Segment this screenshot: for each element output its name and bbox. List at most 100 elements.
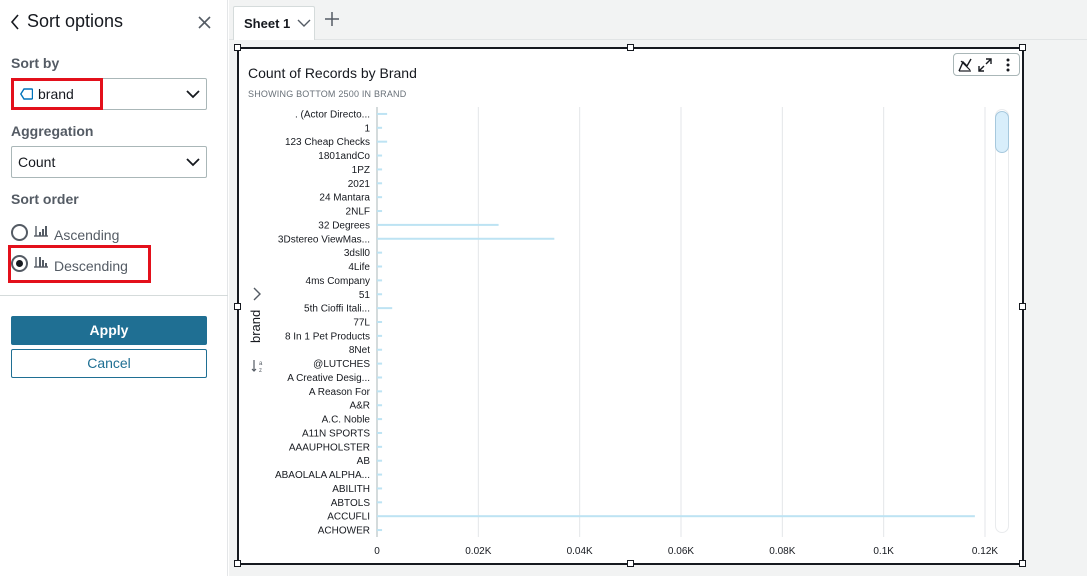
radio-descending[interactable]: Descending	[11, 253, 141, 275]
sort-order-label: Sort order	[11, 191, 79, 207]
chevron-right-icon[interactable]	[251, 286, 263, 302]
bar[interactable]	[377, 376, 383, 379]
bar[interactable]	[377, 431, 383, 434]
add-sheet-icon[interactable]	[324, 11, 340, 27]
resize-handle[interactable]	[234, 303, 241, 310]
y-category-label: ACCUFLI	[327, 512, 370, 523]
y-category-label: 77L	[353, 318, 370, 329]
svg-text:z: z	[259, 368, 262, 374]
x-tick-label: 0	[374, 546, 380, 557]
bar[interactable]	[377, 418, 383, 421]
bar[interactable]	[377, 390, 383, 393]
chart-subtitle: SHOWING BOTTOM 2500 IN BRAND	[248, 89, 407, 99]
resize-handle[interactable]	[234, 44, 241, 51]
aggregation-select[interactable]: Count	[11, 146, 207, 178]
visual-insights-icon[interactable]	[957, 57, 973, 73]
apply-button[interactable]: Apply	[11, 316, 207, 345]
bar[interactable]	[377, 348, 383, 351]
y-category-label: 1801andCo	[318, 151, 370, 162]
bar[interactable]	[377, 404, 383, 407]
radio-ascending[interactable]: Ascending	[11, 222, 131, 244]
bar[interactable]	[377, 223, 499, 226]
bar[interactable]	[377, 307, 393, 310]
bar[interactable]	[377, 251, 383, 254]
chevron-down-icon	[186, 90, 200, 99]
bar[interactable]	[377, 196, 383, 199]
aggregation-value: Count	[18, 154, 56, 170]
y-category-label: 8Net	[349, 345, 370, 356]
resize-handle[interactable]	[627, 44, 634, 51]
x-tick-label: 0.08K	[769, 546, 795, 557]
y-category-label: A Reason For	[309, 387, 371, 398]
bar[interactable]	[377, 473, 383, 476]
resize-handle[interactable]	[1019, 303, 1026, 310]
y-category-label: 4ms Company	[306, 276, 370, 287]
y-category-label: 8 In 1 Pet Products	[285, 331, 370, 342]
tab-sheet-1[interactable]: Sheet 1	[233, 6, 315, 40]
chart-scrollbar-thumb[interactable]	[995, 111, 1009, 153]
dimension-field-icon	[20, 88, 33, 100]
x-tick-label: 0.02K	[465, 546, 491, 557]
bar[interactable]	[377, 265, 383, 268]
sort-by-select[interactable]: brand	[11, 78, 207, 110]
radio-button[interactable]	[11, 224, 28, 241]
bar[interactable]	[377, 140, 388, 143]
y-category-label: A&R	[349, 401, 370, 412]
x-tick-label: 0.1K	[873, 546, 894, 557]
chart-scrollbar-track[interactable]	[995, 109, 1009, 533]
y-category-label: A11N SPORTS	[302, 428, 370, 439]
bar[interactable]	[377, 112, 388, 115]
sort-options-panel: Sort options Sort by brand Aggregation C…	[0, 0, 228, 576]
bar[interactable]	[377, 279, 383, 282]
y-category-label: 1PZ	[352, 165, 370, 176]
sheet-tab-bar: Sheet 1	[229, 0, 1087, 40]
bar[interactable]	[377, 459, 383, 462]
resize-handle[interactable]	[1019, 560, 1026, 567]
cancel-button[interactable]: Cancel	[11, 349, 207, 378]
bar[interactable]	[377, 445, 383, 448]
y-category-label: ABILITH	[332, 484, 370, 495]
bar[interactable]	[377, 293, 383, 296]
visual-menu	[953, 53, 1020, 76]
expand-icon[interactable]	[977, 57, 993, 73]
bar-chart-visual[interactable]: Count of Records by Brand SHOWING BOTTOM…	[234, 44, 1026, 567]
panel-header: Sort options	[0, 0, 228, 44]
resize-handle[interactable]	[234, 560, 241, 567]
bar[interactable]	[377, 126, 383, 129]
descending-label: Descending	[54, 258, 128, 274]
resize-handle[interactable]	[1019, 44, 1026, 51]
y-category-label: AAAUPHOLSTER	[289, 442, 370, 453]
close-icon[interactable]	[197, 15, 212, 30]
more-options-icon[interactable]	[1000, 57, 1016, 73]
bar[interactable]	[377, 168, 383, 171]
chevron-down-icon[interactable]	[297, 17, 311, 29]
y-category-label: 2021	[348, 179, 371, 190]
bar[interactable]	[377, 237, 555, 240]
y-category-label: A Creative Desig...	[287, 373, 370, 384]
bar[interactable]	[377, 529, 383, 532]
chevron-left-icon[interactable]	[9, 13, 21, 31]
y-category-label: 51	[359, 290, 371, 301]
bar[interactable]	[377, 515, 975, 518]
bar[interactable]	[377, 334, 383, 337]
y-category-label: 24 Mantara	[319, 193, 370, 204]
resize-handle[interactable]	[627, 560, 634, 567]
bar[interactable]	[377, 487, 383, 490]
y-category-label: 5th Cioffi Itali...	[304, 304, 370, 315]
x-tick-label: 0.12K	[972, 546, 998, 557]
bar[interactable]	[377, 321, 383, 323]
radio-button-checked[interactable]	[11, 255, 28, 272]
bar[interactable]	[377, 362, 383, 365]
bar[interactable]	[377, 210, 383, 213]
sort-alpha-icon[interactable]: a z	[250, 358, 266, 374]
bar[interactable]	[377, 182, 383, 185]
ascending-label: Ascending	[54, 227, 120, 243]
bar[interactable]	[377, 501, 383, 504]
y-category-label: 1	[364, 123, 370, 134]
bar[interactable]	[377, 154, 383, 157]
aggregation-label: Aggregation	[11, 123, 94, 139]
y-category-label: 123 Cheap Checks	[285, 137, 370, 148]
sort-by-value: brand	[38, 86, 74, 102]
chevron-down-icon	[186, 158, 200, 167]
x-tick-label: 0.06K	[668, 546, 694, 557]
